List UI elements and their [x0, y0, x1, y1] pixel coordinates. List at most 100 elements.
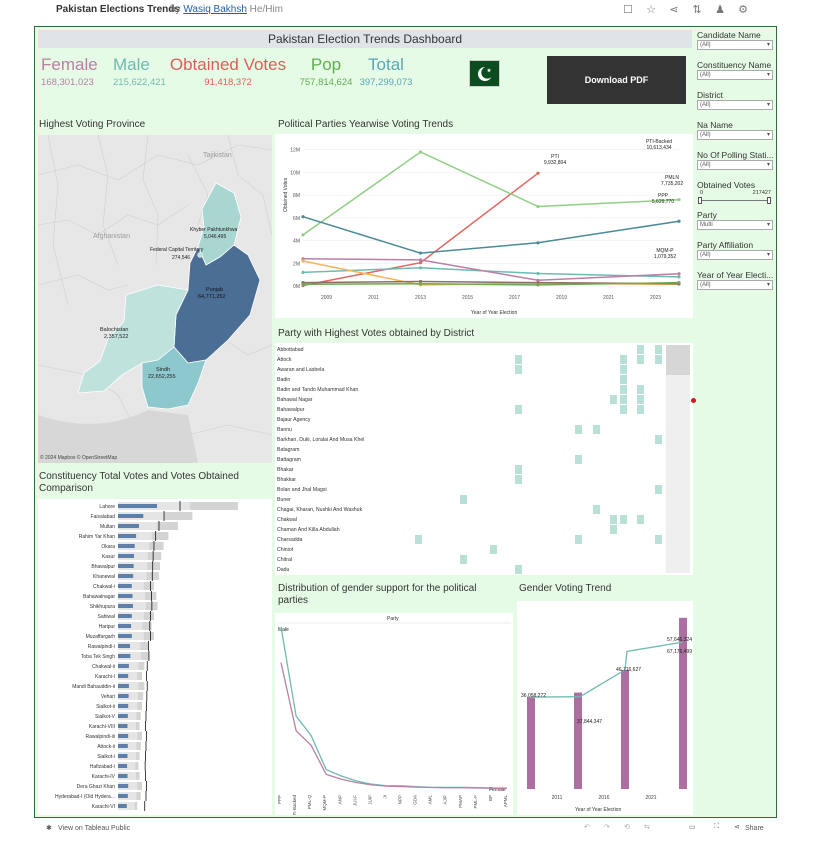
filter-dropdown[interactable]: Multi ▾: [697, 220, 773, 230]
line-point: [301, 259, 305, 263]
view-on-tableau-link[interactable]: View on Tableau Public: [58, 825, 131, 832]
heatmap-district-label: Dadu: [277, 567, 290, 573]
share-icon[interactable]: ⋖: [669, 4, 679, 16]
heatmap-cell: [655, 435, 662, 444]
district-heatmap[interactable]: Abbottabad Attock Awaran and Lasbela Badin B…: [275, 343, 693, 575]
map-value-sindh: 22,652,255: [148, 374, 176, 380]
chevron-down-icon: ▾: [766, 132, 770, 138]
share-button[interactable]: Share: [745, 825, 764, 832]
heatmap-district-label: Bahawalpur: [277, 407, 305, 413]
map-label-kpk: Khyber Pakhtunkhwa: [190, 227, 237, 233]
kpi-value: 91,418,372: [204, 77, 252, 88]
gender-trend-line-top-label: 57,646,324: [667, 637, 692, 643]
heatmap-cell: [575, 425, 582, 434]
filter-dropdown[interactable]: (All) ▾: [697, 280, 773, 290]
filter-dropdown[interactable]: (All) ▾: [697, 130, 773, 140]
filter-label: Candidate Name: [697, 30, 761, 40]
line-y-tick: 2M: [293, 261, 300, 267]
profile-icon[interactable]: ♟: [715, 4, 725, 16]
constituency-label: Rahim Yar Khan: [79, 534, 115, 540]
settings-gear-icon[interactable]: ⚙: [738, 4, 748, 16]
kpi-label: Pop: [310, 55, 342, 74]
line-point: [418, 282, 423, 286]
heatmap-cell: [637, 355, 644, 364]
constituency-label: Haripur: [99, 624, 116, 630]
constituency-obtained-bar: [118, 664, 129, 668]
constituency-label: Kasur: [102, 554, 115, 560]
heatmap-cell: [610, 525, 617, 534]
line-y-tick: 4M: [293, 239, 300, 245]
constituency-label: Sialkot-i: [97, 754, 115, 760]
obtained-votes-slider[interactable]: 0 217427: [697, 190, 773, 208]
scroll-indicator-dot: [691, 398, 696, 403]
filter-dropdown[interactable]: (All) ▾: [697, 70, 773, 80]
heatmap-cell: [637, 405, 644, 414]
constituency-obtained-bar: [118, 564, 134, 568]
line-x-tick: 2009: [321, 295, 332, 301]
gender-trend-bar: [527, 697, 535, 789]
line-point: [418, 279, 423, 284]
heatmap-district-label: Attock: [277, 357, 292, 363]
filter-dropdown[interactable]: (All) ▾: [697, 250, 773, 260]
slider-handle-min[interactable]: [698, 197, 702, 204]
fullscreen-icon[interactable]: ⛶: [714, 823, 719, 830]
undo-icon[interactable]: ↶: [584, 824, 590, 831]
gender-trend-bar-label: 46,716,627: [616, 667, 641, 673]
filter-value: Multi: [700, 222, 713, 228]
line-point: [677, 198, 681, 202]
heatmap-cell: [610, 515, 617, 524]
author-link[interactable]: Wasiq Bakhsh: [183, 4, 247, 15]
revert-icon[interactable]: ⟲: [624, 824, 630, 831]
line-point: [677, 219, 681, 223]
line-point: [418, 251, 423, 255]
filter-dropdown[interactable]: (All) ▾: [697, 160, 773, 170]
constituency-obtained-bar: [118, 614, 132, 618]
chevron-down-icon: ▾: [766, 72, 770, 78]
line-x-tick: 2015: [462, 295, 473, 301]
feedback-icon[interactable]: ☐: [623, 4, 633, 16]
line-point: [301, 257, 305, 261]
constituency-label: Hafizabad-i: [90, 764, 115, 770]
map-province-sindh: [141, 346, 207, 410]
constituency-obtained-bar: [118, 784, 129, 788]
metrics-icon[interactable]: ⇅: [692, 4, 702, 16]
line-x-tick: 2019: [556, 295, 567, 301]
refresh-icon[interactable]: ⇆: [644, 824, 650, 831]
filter-7: Party Affiliation (All) ▾: [697, 240, 775, 270]
map-attribution: © 2024 Mapbox © OpenStreetMap: [40, 454, 117, 461]
slider-min: 0: [700, 190, 704, 196]
chevron-down-icon: ▾: [766, 162, 770, 168]
heatmap-cell: [460, 495, 467, 504]
line-panel-title: Political Parties Yearwise Voting Trends: [278, 119, 454, 130]
comment-icon[interactable]: ▭: [689, 824, 696, 831]
yearwise-trends-chart[interactable]: Obtained Votes Year of Year Election 0M 2…: [275, 134, 693, 318]
gender-distribution-chart[interactable]: Party Male Female PPP PTI-Backed PML-Q MQM-…: [275, 613, 513, 819]
line-series-MQM-P: [302, 257, 680, 282]
constituency-label: Khanewal: [93, 574, 115, 580]
constituency-obtained-bar: [118, 774, 128, 778]
constituency-label: Hyderabad-I (Old Hydera...: [55, 794, 115, 800]
map-territory-islamabad: [197, 252, 203, 258]
constituency-label: Mandi Bahauddin-ii: [72, 684, 115, 690]
favorite-star-icon[interactable]: ☆: [646, 4, 656, 16]
filter-dropdown[interactable]: (All) ▾: [697, 100, 773, 110]
heatmap-cell: [637, 385, 644, 394]
slider-handle-max[interactable]: [767, 197, 771, 204]
heatmap-district-label: Awaran and Lasbela: [277, 367, 324, 373]
filter-dropdown[interactable]: (All) ▾: [697, 40, 773, 50]
redo-icon[interactable]: ↷: [604, 824, 610, 831]
download-pdf-button[interactable]: Download PDF: [547, 56, 686, 104]
filter-8: Year of Year Electi... (All) ▾: [697, 270, 775, 300]
filter-5: Obtained Votes 0 217427: [697, 180, 775, 210]
share-footer-icon[interactable]: ⋖: [734, 824, 740, 831]
line-point: [301, 282, 305, 286]
filter-value: (All): [700, 42, 711, 48]
constituency-obtained-bar: [118, 554, 134, 558]
heatmap-cell: [515, 355, 522, 364]
gender-trend-chart[interactable]: Year of Year Election 36,058,272 37,844,3…: [517, 601, 693, 815]
heatmap-district-label: Abbottabad: [277, 347, 304, 353]
heatmap-district-label: Bolan and Jhal Magsi: [277, 487, 327, 493]
line-y-tick: 0M: [293, 284, 300, 290]
province-map[interactable]: Afghanistan Tajikistan Khyber Pakhtunkhw…: [37, 134, 273, 463]
constituency-votes-chart[interactable]: Lahore Faisalabad Multan Rahim Yar Khan Okar…: [38, 499, 272, 815]
